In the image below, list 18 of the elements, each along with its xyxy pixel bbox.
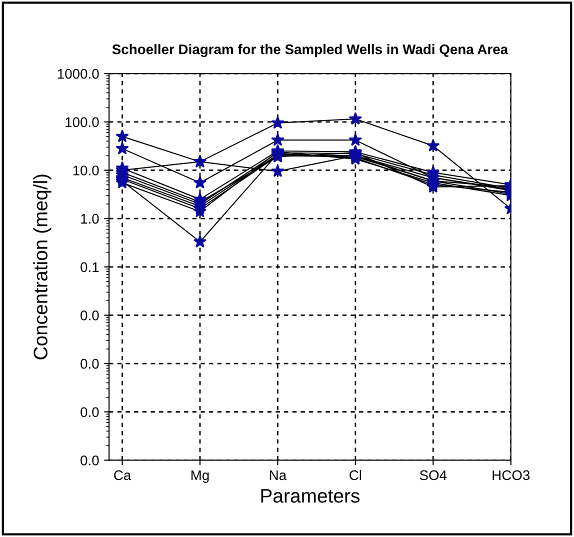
y-tick-label: 1000.0 bbox=[58, 68, 99, 79]
y-tick-label: 1.0 bbox=[81, 214, 99, 224]
x-axis-title: Parameters bbox=[261, 489, 360, 503]
x-tick-label: SO4 bbox=[420, 470, 447, 480]
x-tick-label: Cl bbox=[350, 470, 362, 480]
y-tick-label: 10.0 bbox=[73, 166, 99, 176]
y-axis-title: Concentration (meq/l) bbox=[33, 174, 52, 360]
x-tick-label: HCO3 bbox=[492, 470, 530, 480]
y-tick-label: 0.0 bbox=[80, 407, 99, 418]
x-tick-label: Na bbox=[270, 470, 287, 480]
x-tick-label: Ca bbox=[114, 470, 132, 480]
y-tick-label: 100.0 bbox=[66, 117, 99, 128]
y-tick-label: 0.0 bbox=[80, 456, 99, 466]
y-tick-label: 0.1 bbox=[80, 262, 99, 272]
chart-title: Schoeller Diagram for the Sampled Wells in Wadi Qena Area bbox=[112, 44, 508, 58]
y-tick-label: 0.0 bbox=[80, 358, 99, 369]
y-tick-label: 0.0 bbox=[80, 310, 99, 320]
x-tick-label: Mg bbox=[191, 470, 209, 483]
